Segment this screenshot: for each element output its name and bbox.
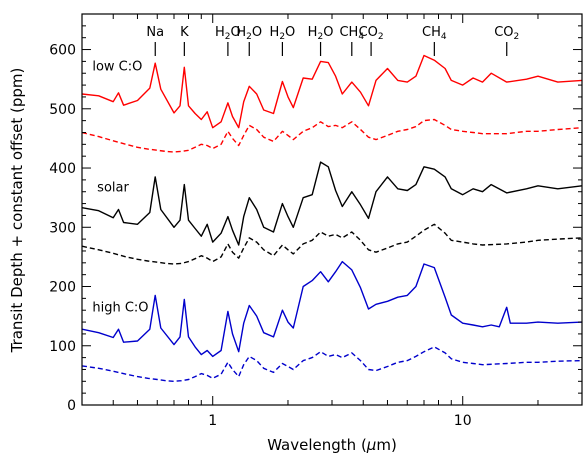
series-line-5 — [82, 260, 582, 358]
svg-text:H2O: H2O — [236, 25, 262, 42]
y-tick-label: 600 — [49, 43, 76, 59]
x-tick-label: 10 — [454, 413, 472, 429]
molecule-annotation: H2O — [215, 25, 241, 56]
y-tick-label: 300 — [49, 220, 76, 236]
series-label: high C:O — [92, 300, 148, 315]
y-tick-label: 100 — [49, 339, 76, 355]
series-line-2 — [82, 118, 582, 153]
series-line-4 — [82, 223, 582, 265]
series-layer — [82, 54, 582, 382]
x-axis-title: Wavelength (μm) — [267, 436, 397, 454]
molecule-annotation: H2O — [270, 25, 296, 56]
molecule-annotation: CO2 — [359, 25, 384, 56]
svg-text:K: K — [180, 25, 189, 40]
y-tick-label: 0 — [67, 398, 76, 414]
label-layer: low C:O solar high C:O — [92, 59, 148, 315]
x-tick-label: 1 — [208, 413, 217, 429]
svg-text:CH4: CH4 — [422, 25, 447, 42]
molecule-annotation: H2O — [308, 25, 334, 56]
svg-text:CO2: CO2 — [494, 25, 519, 42]
series-line-3 — [82, 161, 582, 246]
series-line-6 — [82, 346, 582, 382]
series-label: low C:O — [92, 59, 142, 74]
molecule-annotation: Na — [146, 25, 164, 56]
svg-text:H2O: H2O — [215, 25, 241, 42]
svg-text:H2O: H2O — [308, 25, 334, 42]
series-label: solar — [97, 181, 129, 196]
y-axis-title: Transit Depth + constant offset (ppm) — [8, 68, 26, 354]
molecule-annotation: CO2 — [494, 25, 519, 56]
svg-text:CH4: CH4 — [339, 25, 364, 42]
molecule-annotation: CH4 — [422, 25, 447, 56]
molecule-annotation: CH4 — [339, 25, 364, 56]
molecule-annotation: H2O — [236, 25, 262, 56]
molecule-annotation: K — [180, 25, 189, 56]
svg-text:Na: Na — [146, 25, 164, 40]
ticks-layer: 0 100 200 300 400 500 600 1 10 — [49, 13, 583, 429]
y-tick-label: 400 — [49, 161, 76, 177]
y-tick-label: 200 — [49, 280, 76, 296]
svg-text:H2O: H2O — [270, 25, 296, 42]
series-line-1 — [82, 54, 582, 129]
y-tick-label: 500 — [49, 102, 76, 118]
svg-text:CO2: CO2 — [359, 25, 384, 42]
